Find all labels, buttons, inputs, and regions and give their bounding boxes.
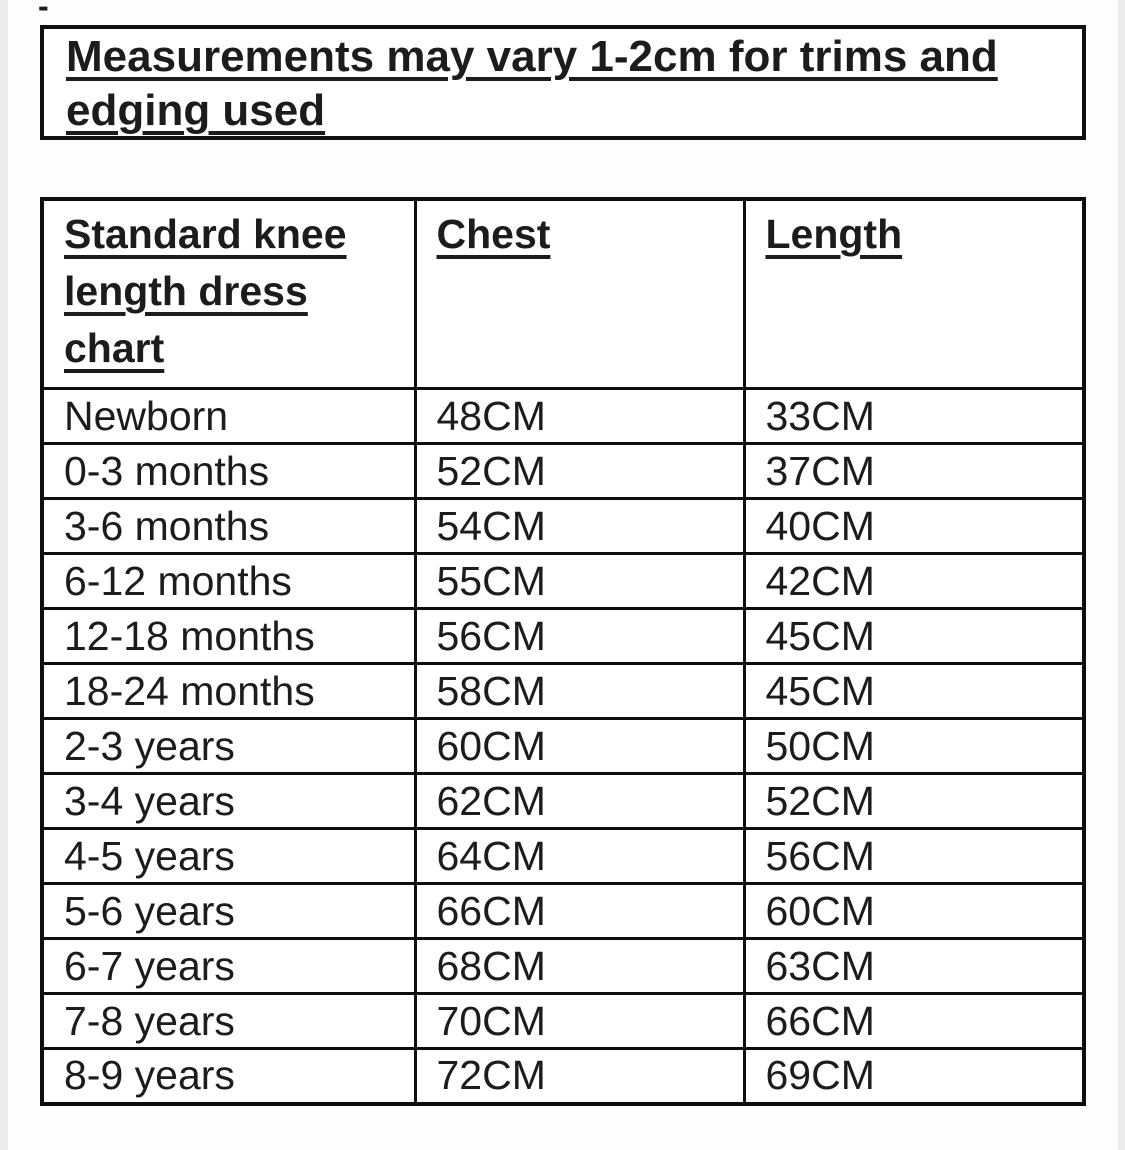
size-cell: 7-8 years (40, 992, 417, 1050)
column-header-chest: Chest (413, 197, 746, 390)
page-edge-left (0, 0, 8, 1150)
chest-cell: 68CM (413, 937, 746, 995)
table-row: 7-8 years 70CM 66CM (40, 992, 1086, 1050)
size-cell: 6-7 years (40, 937, 417, 995)
size-chart-header: Standard knee length dress chart Chest L… (40, 197, 1086, 390)
size-chart-body: Newborn 48CM 33CM 0-3 months 52CM 37CM 3-6 mon… (40, 387, 1086, 1105)
chest-cell: 58CM (413, 662, 746, 720)
table-row: 0-3 months 52CM 37CM (40, 442, 1086, 500)
table-row: 18-24 months 58CM 45CM (40, 662, 1086, 720)
table-row: 12-18 months 56CM 45CM (40, 607, 1086, 665)
stray-dash: - (38, 0, 49, 24)
column-header-size: Standard knee length dress chart (40, 197, 417, 390)
table-row: 5-6 years 66CM 60CM (40, 882, 1086, 940)
table-row: Newborn 48CM 33CM (40, 387, 1086, 445)
chest-cell: 62CM (413, 772, 746, 830)
length-cell: 40CM (742, 497, 1086, 555)
chest-cell: 55CM (413, 552, 746, 610)
length-cell: 42CM (742, 552, 1086, 610)
table-row: 2-3 years 60CM 50CM (40, 717, 1086, 775)
table-row: 3-4 years 62CM 52CM (40, 772, 1086, 830)
size-cell: 8-9 years (40, 1047, 417, 1105)
chest-cell: 56CM (413, 607, 746, 665)
chest-cell: 54CM (413, 497, 746, 555)
length-cell: 60CM (742, 882, 1086, 940)
size-cell: 4-5 years (40, 827, 417, 885)
chest-cell: 72CM (413, 1047, 746, 1105)
length-cell: 33CM (742, 387, 1086, 445)
length-cell: 45CM (742, 662, 1086, 720)
length-cell: 63CM (742, 937, 1086, 995)
table-row: 6-12 months 55CM 42CM (40, 552, 1086, 610)
size-cell: 6-12 months (40, 552, 417, 610)
length-cell: 69CM (742, 1047, 1086, 1105)
page-edge-right (1118, 0, 1125, 1150)
column-header-length: Length (742, 197, 1086, 390)
length-cell: 50CM (742, 717, 1086, 775)
size-cell: 3-6 months (40, 497, 417, 555)
header-row: Standard knee length dress chart Chest L… (40, 197, 1086, 390)
length-cell: 37CM (742, 442, 1086, 500)
size-cell: 2-3 years (40, 717, 417, 775)
size-cell: 18-24 months (40, 662, 417, 720)
table-row: 6-7 years 68CM 63CM (40, 937, 1086, 995)
chest-cell: 70CM (413, 992, 746, 1050)
size-cell: 0-3 months (40, 442, 417, 500)
chest-cell: 66CM (413, 882, 746, 940)
size-chart-table: Standard knee length dress chart Chest L… (40, 197, 1086, 1106)
table-row: 3-6 months 54CM 40CM (40, 497, 1086, 555)
size-cell: Newborn (40, 387, 417, 445)
size-cell: 3-4 years (40, 772, 417, 830)
chest-cell: 52CM (413, 442, 746, 500)
size-cell: 5-6 years (40, 882, 417, 940)
notice-box: Measurements may vary 1-2cm for trims an… (40, 25, 1086, 140)
chest-cell: 48CM (413, 387, 746, 445)
table-row: 4-5 years 64CM 56CM (40, 827, 1086, 885)
length-cell: 66CM (742, 992, 1086, 1050)
length-cell: 45CM (742, 607, 1086, 665)
table-row: 8-9 years 72CM 69CM (40, 1047, 1086, 1105)
length-cell: 52CM (742, 772, 1086, 830)
length-cell: 56CM (742, 827, 1086, 885)
size-cell: 12-18 months (40, 607, 417, 665)
chest-cell: 60CM (413, 717, 746, 775)
chest-cell: 64CM (413, 827, 746, 885)
notice-text: Measurements may vary 1-2cm for trims an… (66, 32, 998, 135)
